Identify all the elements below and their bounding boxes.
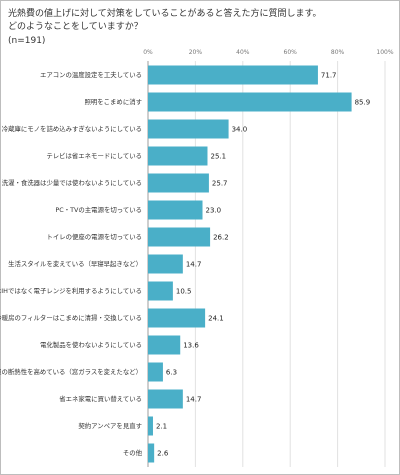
bar [148,65,318,85]
category-label: 洗濯・食洗器は少量では使わないようにしている [2,178,142,187]
value-label: 6.3 [166,369,177,377]
category-label: 照明をこまめに消す [84,97,142,106]
x-tick-label: 60% [284,49,298,56]
bar [148,119,229,139]
bar [148,227,211,247]
bar [148,173,209,193]
value-label: 13.6 [183,342,199,350]
x-tick-label: 40% [236,49,250,56]
value-label: 71.7 [321,72,337,80]
category-label: エアコンの温度設定を工夫している [40,70,142,79]
category-label: テレビは省エネモードにしている [46,151,142,160]
category-label: 省エネ家電に買い替えている [59,394,142,403]
bar [148,200,203,220]
x-tick-label: 20% [189,49,203,56]
category-label: PC・TVの主電源を切っている [55,205,142,214]
category-label: 生活スタイルを変えている（早寝早起きなど） [8,259,142,268]
category-label: 冷蔵庫にモノを詰め込みすぎないようにしている [2,124,142,133]
bar [148,335,181,355]
value-label: 26.2 [213,234,229,242]
bar [148,146,208,166]
category-label: トイレの便座の電源を切っている [46,232,142,241]
value-label: 25.1 [210,153,226,161]
value-label: 10.5 [176,288,192,296]
category-label: 料理はIHではなく電子レンジを利用するようにしている [0,286,142,295]
value-label: 23.0 [206,207,222,215]
category-label: 契約アンペアを見直す [78,421,142,430]
bar [148,254,183,274]
category-label: その他 [123,448,143,457]
bar [148,308,206,328]
value-label: 25.7 [212,180,228,188]
x-tick-label: 80% [331,49,345,56]
category-label: 冷暖房のフィルターはこまめに清掃・交換している [0,313,142,322]
bar [148,416,153,436]
category-label: 家屋の断熱性を高めている（窓ガラスを変えたなど） [0,367,142,376]
sample-size: (n=191) [8,36,46,46]
question-line-1: 光熱費の値上げに対して対策をしていることがあると答えた方に質問します。 [8,9,322,19]
value-label: 85.9 [355,99,371,107]
bar [148,362,163,382]
value-label: 14.7 [186,261,202,269]
value-label: 14.7 [186,396,202,404]
category-label: 電化製品を使わないようにしている [40,340,142,349]
x-tick-label: 0% [143,49,153,56]
value-label: 24.1 [208,315,224,323]
value-label: 2.1 [156,423,167,431]
bar [148,389,183,409]
bar [148,92,352,112]
bar [148,443,155,463]
x-tick-label: 100% [376,49,393,56]
value-label: 34.0 [232,126,248,134]
question-line-2: どのようなことをしていますか？ [8,22,143,32]
value-label: 2.6 [157,450,169,458]
bar [148,281,173,301]
